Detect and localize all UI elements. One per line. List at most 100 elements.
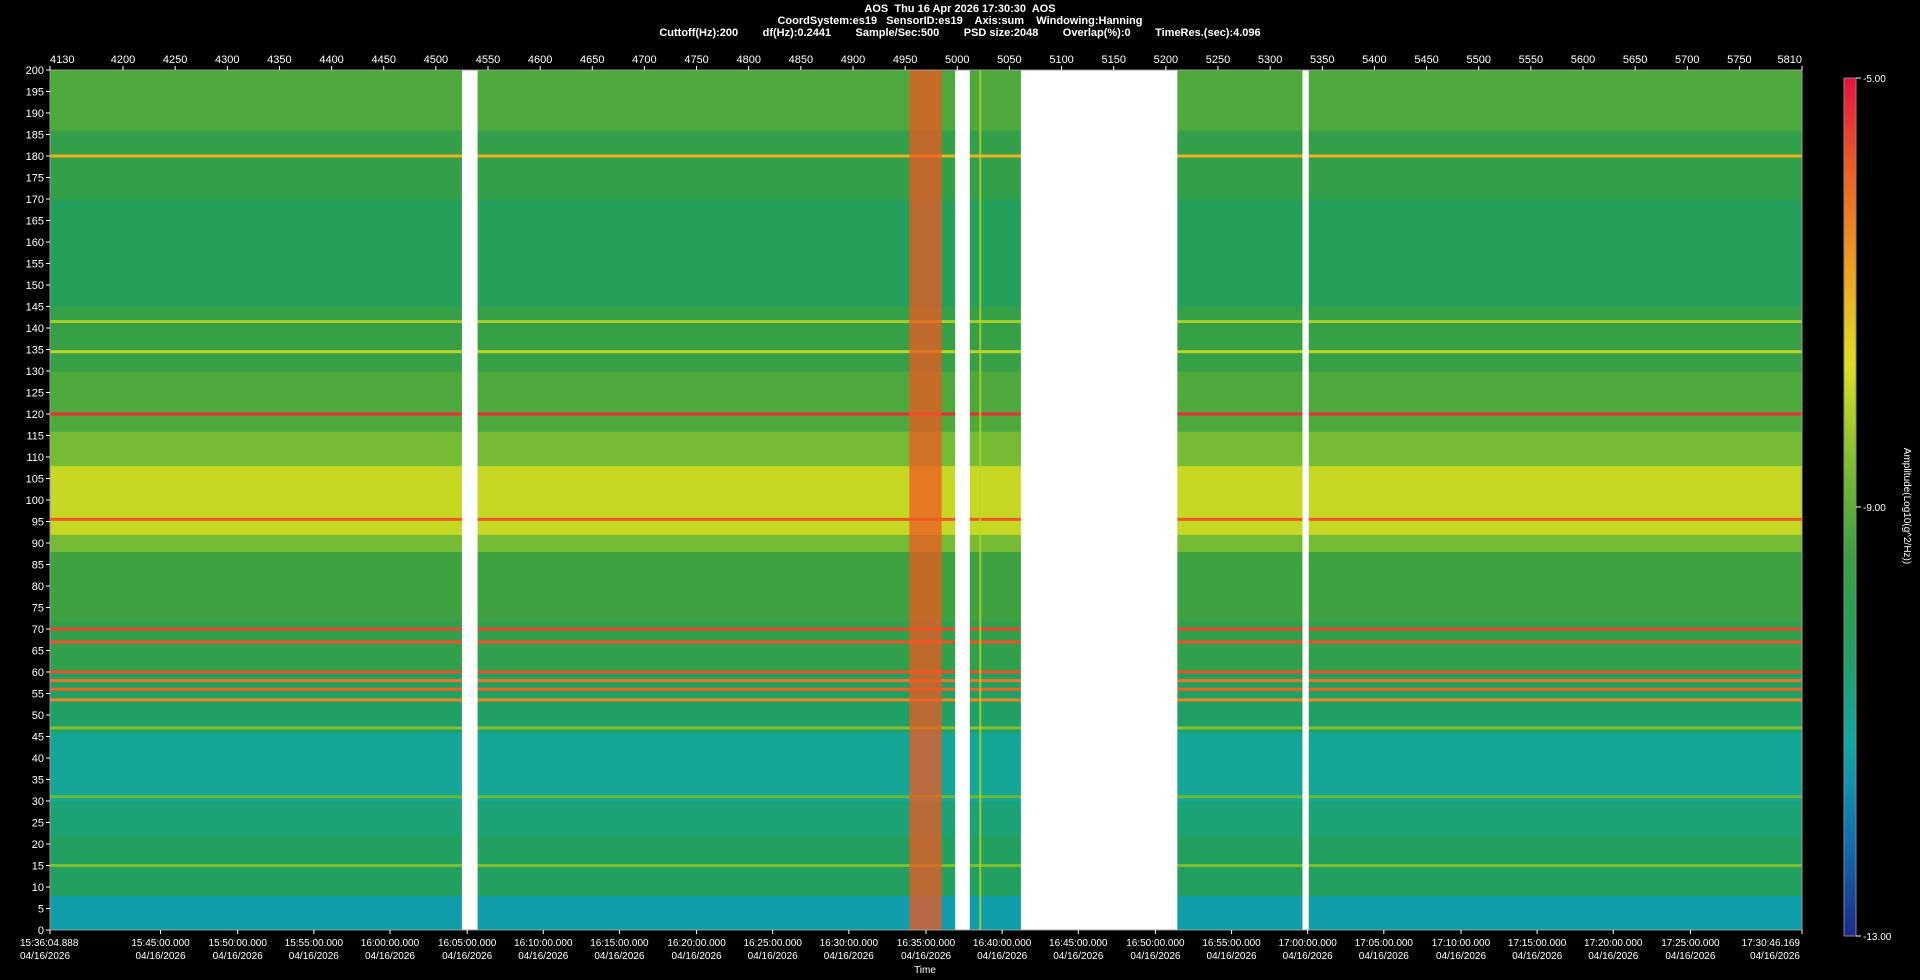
time-tick-label-21: 17:25:00.000 xyxy=(1661,938,1720,949)
time-tick-label-3: 15:55:00.000 xyxy=(285,938,344,949)
top-tick-label-5650: 5650 xyxy=(1623,54,1647,66)
y-axis: 0 5 10 15 20 25 30 35 40 45 50 55 60 65 70 75 80 85 90 95 10… xyxy=(26,65,50,937)
y-tick-label-165: 165 xyxy=(26,216,44,228)
top-tick-label-4200: 4200 xyxy=(111,54,135,66)
time-tick-label-13: 16:45:00.000 xyxy=(1049,938,1108,949)
y-tick-label-130: 130 xyxy=(26,366,44,378)
date-tick-label-12: 04/16/2026 xyxy=(977,951,1027,962)
top-index-axis: 4130 4200 4250 4300 4350 4400 4450 4500 4550 4600… xyxy=(49,54,1803,70)
y-tick-label-25: 25 xyxy=(32,818,44,830)
top-tick-label-5450: 5450 xyxy=(1414,54,1438,66)
time-tick-label-19: 17:15:00.000 xyxy=(1508,938,1567,949)
top-tick-label-4450: 4450 xyxy=(371,54,395,66)
event-1 xyxy=(979,70,982,930)
top-tick-label-5550: 5550 xyxy=(1519,54,1543,66)
top-tick-label-4400: 4400 xyxy=(319,54,343,66)
y-tick-label-70: 70 xyxy=(32,624,44,636)
date-tick-label-20: 04/16/2026 xyxy=(1588,951,1638,962)
top-tick-label-4550: 4550 xyxy=(476,54,500,66)
y-tick-label-75: 75 xyxy=(32,603,44,615)
y-tick-label-185: 185 xyxy=(26,130,44,142)
top-tick-label-5200: 5200 xyxy=(1154,54,1178,66)
top-tick-label-5350: 5350 xyxy=(1310,54,1334,66)
data-gap-2 xyxy=(1020,70,1178,930)
y-tick-label-145: 145 xyxy=(26,302,44,314)
top-tick-label-4950: 4950 xyxy=(893,54,917,66)
date-tick-label-2: 04/16/2026 xyxy=(213,951,263,962)
y-tick-label-125: 125 xyxy=(26,388,44,400)
date-tick-label-16: 04/16/2026 xyxy=(1283,951,1333,962)
header-line-1: AOS Thu 16 Apr 2026 17:30:30 AOS xyxy=(864,3,1056,15)
top-tick-label-5300: 5300 xyxy=(1258,54,1282,66)
top-tick-label-4300: 4300 xyxy=(215,54,239,66)
y-tick-label-190: 190 xyxy=(26,108,44,120)
top-tick-label-4350: 4350 xyxy=(267,54,291,66)
y-tick-label-155: 155 xyxy=(26,259,44,271)
top-tick-label-5050: 5050 xyxy=(997,54,1021,66)
time-tick-label-22: 17:30:46.169 xyxy=(1742,938,1801,949)
header-line-2: CoordSystem:es19 SensorID:es19 Axis:sum … xyxy=(777,15,1143,27)
top-tick-label-5150: 5150 xyxy=(1101,54,1125,66)
time-tick-label-2: 15:50:00.000 xyxy=(209,938,268,949)
date-tick-label-19: 04/16/2026 xyxy=(1512,951,1562,962)
date-tick-label-14: 04/16/2026 xyxy=(1130,951,1180,962)
y-tick-label-50: 50 xyxy=(32,710,44,722)
time-tick-label-5: 16:05:00.000 xyxy=(438,938,497,949)
data-gap-1 xyxy=(955,70,970,930)
y-tick-label-170: 170 xyxy=(26,194,44,206)
date-tick-label-17: 04/16/2026 xyxy=(1359,951,1409,962)
time-tick-label-0: 15:36:04.888 xyxy=(20,938,79,949)
time-tick-label-10: 16:30:00.000 xyxy=(820,938,879,949)
y-tick-label-80: 80 xyxy=(32,581,44,593)
top-tick-label-4250: 4250 xyxy=(163,54,187,66)
y-tick-label-195: 195 xyxy=(26,87,44,99)
time-tick-label-20: 17:20:00.000 xyxy=(1584,938,1643,949)
date-tick-label-8: 04/16/2026 xyxy=(672,951,722,962)
date-tick-label-7: 04/16/2026 xyxy=(594,951,644,962)
date-tick-label-3: 04/16/2026 xyxy=(289,951,339,962)
time-tick-label-15: 16:55:00.000 xyxy=(1202,938,1261,949)
y-tick-label-45: 45 xyxy=(32,732,44,744)
y-tick-label-100: 100 xyxy=(26,495,44,507)
time-tick-label-17: 17:05:00.000 xyxy=(1355,938,1414,949)
date-tick-label-10: 04/16/2026 xyxy=(824,951,874,962)
time-tick-label-9: 16:25:00.000 xyxy=(744,938,803,949)
event-0 xyxy=(909,70,942,930)
x-axis-label: Time xyxy=(914,965,936,976)
time-axis: 15:36:04.888 04/16/2026 15:45:00.000 04/16/… xyxy=(20,930,1803,962)
time-tick-label-8: 16:20:00.000 xyxy=(667,938,726,949)
y-tick-label-150: 150 xyxy=(26,280,44,292)
top-tick-label-5750: 5750 xyxy=(1727,54,1751,66)
top-tick-label-4900: 4900 xyxy=(841,54,865,66)
date-tick-label-1: 04/16/2026 xyxy=(136,951,186,962)
y-tick-label-95: 95 xyxy=(32,517,44,529)
top-tick-label-4750: 4750 xyxy=(684,54,708,66)
y-tick-label-65: 65 xyxy=(32,646,44,658)
y-tick-label-20: 20 xyxy=(32,839,44,851)
top-tick-label-4650: 4650 xyxy=(580,54,604,66)
date-tick-label-18: 04/16/2026 xyxy=(1436,951,1486,962)
date-tick-label-6: 04/16/2026 xyxy=(518,951,568,962)
time-tick-label-7: 16:15:00.000 xyxy=(590,938,649,949)
date-tick-label-0: 04/16/2026 xyxy=(20,951,70,962)
top-tick-label-5000: 5000 xyxy=(945,54,969,66)
colorbar-gradient xyxy=(1843,77,1857,937)
time-tick-label-18: 17:10:00.000 xyxy=(1432,938,1491,949)
date-tick-label-13: 04/16/2026 xyxy=(1053,951,1103,962)
data-gap-0 xyxy=(461,70,478,930)
y-tick-label-160: 160 xyxy=(26,237,44,249)
date-tick-label-15: 04/16/2026 xyxy=(1207,951,1257,962)
y-tick-label-5: 5 xyxy=(38,904,44,916)
colorbar-label: Amplitude(Log10(g^2/Hz)) xyxy=(1901,448,1912,564)
top-tick-label-5500: 5500 xyxy=(1466,54,1490,66)
plot-area xyxy=(50,70,1802,930)
time-tick-label-1: 15:45:00.000 xyxy=(131,938,190,949)
top-tick-label-5810: 5810 xyxy=(1778,54,1802,66)
date-tick-label-11: 04/16/2026 xyxy=(901,951,951,962)
top-tick-label-5400: 5400 xyxy=(1362,54,1386,66)
date-tick-label-9: 04/16/2026 xyxy=(748,951,798,962)
time-tick-label-6: 16:10:00.000 xyxy=(514,938,573,949)
y-tick-label-35: 35 xyxy=(32,775,44,787)
top-tick-label-4800: 4800 xyxy=(736,54,760,66)
